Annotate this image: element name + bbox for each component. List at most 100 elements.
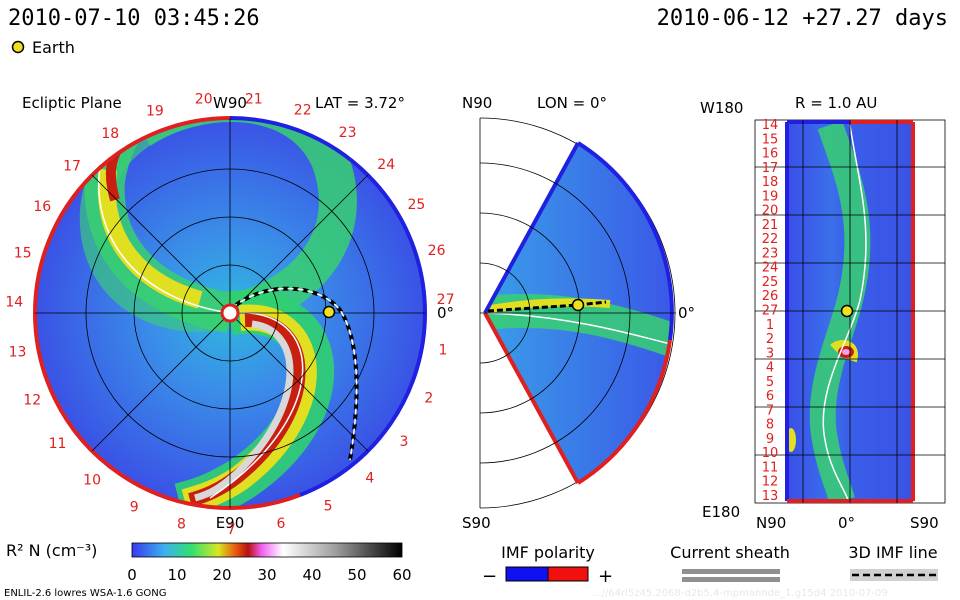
carrington-tick-15: 15 <box>14 245 32 261</box>
radial-tick-26: 26 <box>762 289 779 304</box>
radial-tick-1: 1 <box>766 318 774 333</box>
carrington-tick-8: 8 <box>177 517 186 533</box>
radial-top-left-label: W180 <box>700 99 743 117</box>
datetime-label: 2010-07-10 03:45:26 <box>8 6 260 31</box>
colorbar <box>131 542 403 558</box>
radial-tick-13: 13 <box>762 489 779 504</box>
meridional-wedge <box>479 117 676 509</box>
imf-polarity-title: IMF polarity <box>501 543 595 562</box>
colorbar-tick-40: 40 <box>302 566 321 584</box>
carrington-tick-5: 5 <box>324 499 333 515</box>
ecliptic-disk <box>33 116 427 510</box>
ecliptic-lat-label: LAT = 3.72° <box>315 94 405 112</box>
radial-tick-15: 15 <box>762 132 779 147</box>
meridional-north-label: N90 <box>462 94 492 112</box>
imf3d-swatch-bg <box>850 569 938 581</box>
carrington-tick-9: 9 <box>130 500 139 516</box>
carrington-tick-18: 18 <box>101 126 119 142</box>
carrington-tick-25: 25 <box>407 197 425 213</box>
colorbar-tick-10: 10 <box>167 566 186 584</box>
radial-tick-24: 24 <box>762 261 779 276</box>
meridional-lon-label: LON = 0° <box>537 94 607 112</box>
radial-tick-8: 8 <box>766 418 774 433</box>
carrington-tick-26: 26 <box>428 243 446 259</box>
carrington-tick-7: 7 <box>227 522 236 538</box>
carrington-tick-16: 16 <box>33 199 51 215</box>
radial-tick-16: 16 <box>762 147 779 162</box>
carrington-tick-22: 22 <box>294 103 312 119</box>
radial-tick-10: 10 <box>762 446 779 461</box>
carrington-tick-4: 4 <box>365 471 374 487</box>
radial-bottom-s90: S90 <box>910 514 939 532</box>
colorbar-tick-50: 50 <box>347 566 366 584</box>
radial-tick-20: 20 <box>762 204 779 219</box>
footer-model: ENLIL-2.6 lowres WSA-1.6 GONG <box>4 588 167 599</box>
meridional-south-label: S90 <box>462 514 491 532</box>
radial-tick-22: 22 <box>762 232 779 247</box>
carrington-tick-13: 13 <box>9 345 27 361</box>
carrington-tick-10: 10 <box>83 472 101 488</box>
meridional-earth-marker <box>571 298 585 312</box>
imf-negative-swatch <box>505 566 549 582</box>
ecliptic-bottom-label: E90 <box>216 514 245 532</box>
imf-minus-label: − <box>482 566 497 587</box>
colorbar-tick-0: 0 <box>127 566 137 584</box>
carrington-tick-11: 11 <box>49 436 67 452</box>
carrington-tick-1: 1 <box>438 342 447 358</box>
ecliptic-title: Ecliptic Plane <box>22 94 122 112</box>
ecliptic-carrington-ticks: 20 21222324252627123456789101112131415161… <box>5 91 454 538</box>
radial-bottom-left-label: E180 <box>702 503 740 521</box>
earth-legend-marker <box>11 40 25 54</box>
imf3d-title: 3D IMF line <box>848 543 937 562</box>
imf-plus-label: + <box>598 566 613 587</box>
colorbar-tick-20: 20 <box>212 566 231 584</box>
carrington-tick-6: 6 <box>277 516 286 532</box>
radial-tick-3: 3 <box>766 346 774 361</box>
colorbar-ticks: 0 10 20 30 40 50 60 <box>127 566 411 584</box>
radial-tick-18: 18 <box>762 175 779 190</box>
radial-bottom-0: 0° <box>838 514 855 532</box>
current-sheath-swatch-2 <box>682 577 780 582</box>
radial-tick-9: 9 <box>766 432 774 447</box>
radial-tick-23: 23 <box>762 246 779 261</box>
radial-tick-14: 14 <box>762 118 779 133</box>
carrington-tick-23: 23 <box>339 125 357 141</box>
radial-carrington-ticks: 1415161718192021222324252627123456789101… <box>762 118 779 504</box>
colorbar-tick-60: 60 <box>392 566 411 584</box>
meridional-right-label: 0° <box>678 304 695 322</box>
carrington-tick-12: 12 <box>23 393 41 409</box>
imf-positive-swatch <box>547 566 589 582</box>
radial-tick-27: 27 <box>762 304 779 319</box>
ecliptic-top-label: W90 <box>213 94 247 112</box>
ecliptic-earth-marker <box>322 305 336 319</box>
carrington-tick-3: 3 <box>400 434 409 450</box>
radial-tick-17: 17 <box>762 161 779 176</box>
carrington-tick-17: 17 <box>63 159 81 175</box>
carrington-tick-21: 21 <box>245 91 263 107</box>
carrington-tick-27: 27 <box>437 292 455 308</box>
radial-tick-2: 2 <box>766 332 774 347</box>
earth-legend-label: Earth <box>32 38 75 57</box>
radial-title: R = 1.0 AU <box>795 94 877 112</box>
radial-tick-7: 7 <box>766 403 774 418</box>
run-info-label: 2010-06-12 +27.27 days <box>657 6 948 31</box>
colorbar-label: R² N (cm⁻³) <box>6 541 97 560</box>
ecliptic-right-label: 0° <box>437 304 454 322</box>
carrington-tick-20: 20 <box>195 92 213 108</box>
carrington-tick-2: 2 <box>424 390 433 406</box>
current-sheath-title: Current sheath <box>670 543 790 562</box>
footer-runid: ...//64rl5z45.2068-d2b5.4-mpmannde_1.g15… <box>592 588 888 599</box>
radial-tick-5: 5 <box>766 375 774 390</box>
radial-tick-21: 21 <box>762 218 779 233</box>
radial-tick-4: 4 <box>766 361 774 376</box>
carrington-tick-19: 19 <box>146 104 164 120</box>
radial-bottom-n90: N90 <box>756 514 786 532</box>
radial-tick-25: 25 <box>762 275 779 290</box>
carrington-tick-24: 24 <box>377 157 395 173</box>
current-sheath-swatch-1 <box>682 569 780 574</box>
radial-tick-19: 19 <box>762 189 779 204</box>
radial-tick-11: 11 <box>762 461 779 476</box>
radial-earth-marker <box>840 304 854 318</box>
radial-tick-12: 12 <box>762 475 779 490</box>
